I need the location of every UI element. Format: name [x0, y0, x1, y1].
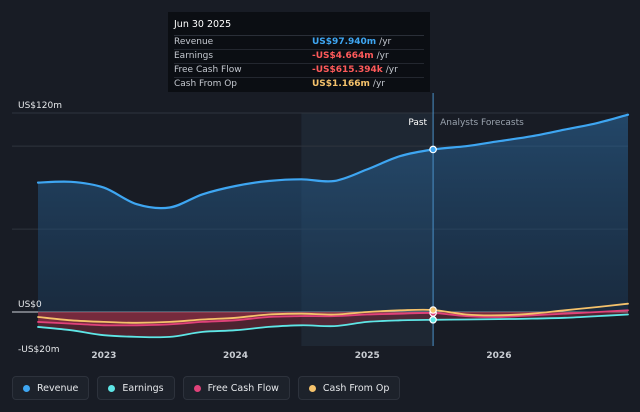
- x-tick-label: 2023: [91, 351, 116, 361]
- revenue-area: [38, 114, 628, 312]
- tooltip-row-cash-from-op: Cash From Op US$1.166m /yr: [174, 78, 424, 91]
- tooltip-label: Cash From Op: [174, 79, 238, 89]
- legend-label: Free Cash Flow: [207, 382, 279, 394]
- legend-item-free-cash-flow[interactable]: Free Cash Flow: [182, 376, 290, 400]
- x-tick-label: 2026: [486, 351, 511, 361]
- x-tick-label: 2025: [355, 351, 380, 361]
- legend-label: Earnings: [122, 382, 164, 394]
- tooltip-unit: /yr: [372, 79, 385, 89]
- y-axis-labels: US$120m US$0 -US$20m: [18, 101, 62, 355]
- cash-from-op-line: [37, 302, 629, 324]
- chart-legend: Revenue Earnings Free Cash Flow Cash Fro…: [12, 376, 401, 400]
- forecast-label: Analysts Forecasts: [440, 118, 524, 128]
- legend-dot-icon: [308, 384, 316, 392]
- tooltip-row-earnings: Earnings -US$4.664m /yr: [174, 50, 424, 64]
- tooltip-unit: /yr: [379, 37, 392, 47]
- y-tick-label: US$120m: [18, 101, 62, 111]
- cash-from-op-marker: [429, 306, 437, 314]
- tooltip-label: Revenue: [174, 37, 214, 47]
- legend-item-revenue[interactable]: Revenue: [12, 376, 90, 400]
- tooltip-value: US$1.166m: [312, 79, 370, 89]
- series-areas: [38, 114, 628, 338]
- legend-label: Cash From Op: [322, 382, 390, 394]
- tooltip-row-free-cash-flow: Free Cash Flow -US$615.394k /yr: [174, 64, 424, 78]
- legend-dot-icon: [23, 384, 30, 392]
- tooltip-label: Free Cash Flow: [174, 65, 242, 75]
- series-lines: [36, 113, 630, 339]
- legend-dot-icon: [193, 384, 201, 392]
- legend-item-cash-from-op[interactable]: Cash From Op: [297, 376, 401, 400]
- revenue-line: [36, 113, 630, 210]
- tooltip-date: Jun 30 2025: [174, 18, 424, 36]
- y-tick-label: -US$20m: [18, 345, 60, 355]
- data-tooltip: Jun 30 2025 Revenue US$97.940m /yr Earni…: [168, 12, 430, 92]
- earnings-area: [38, 312, 628, 338]
- tooltip-unit: /yr: [385, 65, 398, 75]
- earnings-marker: [429, 315, 437, 324]
- tooltip-value: US$97.940m: [312, 37, 377, 47]
- y-tick-label: US$0: [18, 300, 42, 310]
- x-tick-label: 2024: [223, 351, 248, 361]
- x-axis-labels: 2023 2024 2025 2026: [91, 351, 511, 361]
- past-label: Past: [408, 118, 427, 128]
- tooltip-unit: /yr: [376, 51, 389, 61]
- earnings-line: [37, 313, 629, 339]
- legend-dot-icon: [108, 384, 116, 392]
- legend-label: Revenue: [37, 382, 79, 394]
- tooltip-label: Earnings: [174, 51, 214, 61]
- tooltip-row-revenue: Revenue US$97.940m /yr: [174, 36, 424, 50]
- highlight-markers: [429, 145, 437, 324]
- tooltip-value: -US$4.664m: [312, 51, 374, 61]
- tooltip-value: -US$615.394k: [312, 65, 383, 75]
- revenue-marker: [429, 145, 437, 154]
- free-cash-flow-line: [37, 309, 629, 327]
- legend-item-earnings[interactable]: Earnings: [97, 376, 175, 400]
